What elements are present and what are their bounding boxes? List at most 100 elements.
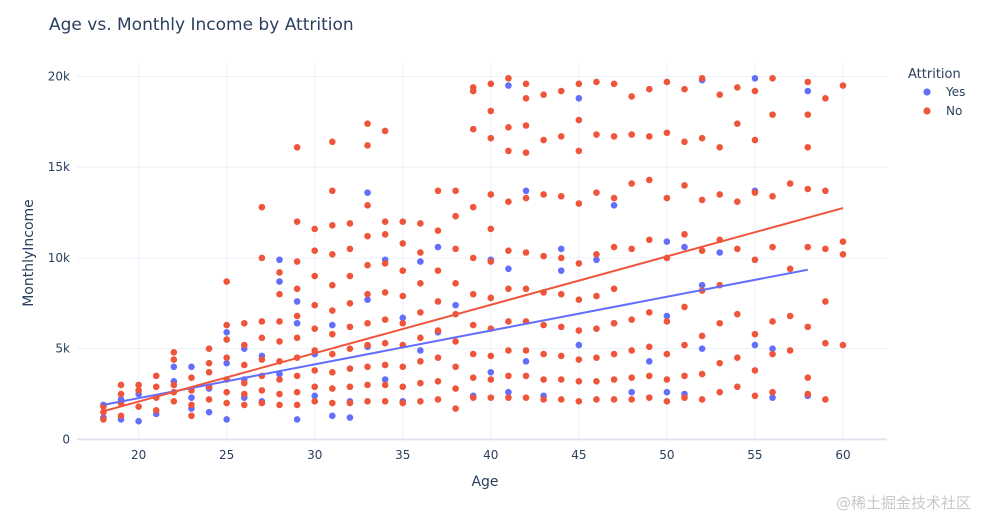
point-no[interactable] [645,176,653,184]
point-no[interactable] [346,300,354,307]
point-no[interactable] [645,372,653,380]
point-no[interactable] [152,383,160,391]
point-no[interactable] [417,220,424,227]
point-no[interactable] [170,381,178,389]
point-no[interactable] [698,396,706,403]
point-no[interactable] [329,281,336,289]
point-no[interactable] [188,412,195,420]
point-no[interactable] [610,350,618,358]
point-no[interactable] [329,350,336,358]
point-no[interactable] [769,243,776,251]
point-no[interactable] [364,232,371,240]
point-no[interactable] [540,376,547,383]
point-no[interactable] [205,396,213,403]
point-no[interactable] [769,75,776,82]
point-no[interactable] [734,383,741,391]
point-no[interactable] [329,368,336,376]
point-yes[interactable] [223,329,230,336]
point-no[interactable] [487,134,495,142]
point-no[interactable] [716,319,724,327]
point-no[interactable] [557,133,565,140]
point-no[interactable] [223,321,230,329]
point-no[interactable] [276,290,283,298]
point-no[interactable] [751,330,759,338]
point-no[interactable] [645,394,653,401]
point-no[interactable] [346,399,354,407]
point-no[interactable] [381,289,389,296]
point-no[interactable] [645,309,653,316]
point-no[interactable] [469,321,477,329]
point-no[interactable] [575,378,583,385]
point-no[interactable] [698,332,706,340]
point-no[interactable] [769,111,776,118]
point-no[interactable] [452,405,459,412]
point-yes[interactable] [364,189,371,196]
point-yes[interactable] [417,347,424,354]
point-no[interactable] [100,416,107,423]
point-no[interactable] [329,385,336,392]
point-no[interactable] [329,221,336,229]
point-no[interactable] [417,379,424,387]
point-no[interactable] [822,339,829,347]
point-yes[interactable] [293,298,301,305]
point-no[interactable] [698,134,706,142]
point-no[interactable] [681,341,688,349]
point-no[interactable] [786,347,794,354]
point-yes[interactable] [522,187,530,195]
point-no[interactable] [417,397,424,405]
point-no[interactable] [822,298,829,305]
point-no[interactable] [170,348,178,356]
point-no[interactable] [293,312,301,320]
point-no[interactable] [593,396,600,403]
point-no[interactable] [522,94,530,102]
point-no[interactable] [381,127,389,135]
point-no[interactable] [593,292,600,300]
point-no[interactable] [505,347,512,354]
point-no[interactable] [117,412,125,420]
point-no[interactable] [487,258,495,265]
point-no[interactable] [734,245,741,253]
point-no[interactable] [434,327,442,334]
point-no[interactable] [434,187,442,195]
point-no[interactable] [575,356,583,363]
point-no[interactable] [399,399,407,407]
point-no[interactable] [469,125,477,133]
point-no[interactable] [311,301,319,309]
point-yes[interactable] [505,265,512,273]
point-no[interactable] [381,260,389,267]
point-no[interactable] [452,338,459,345]
point-yes[interactable] [205,408,213,416]
point-no[interactable] [575,296,583,303]
point-no[interactable] [663,194,671,202]
point-no[interactable] [258,318,266,325]
point-no[interactable] [663,78,671,86]
point-no[interactable] [346,345,354,352]
point-no[interactable] [434,267,442,274]
point-no[interactable] [452,385,459,392]
point-no[interactable] [505,372,512,380]
point-no[interactable] [293,372,301,380]
point-no[interactable] [575,397,583,405]
point-yes[interactable] [434,243,442,251]
point-yes[interactable] [399,314,407,322]
point-no[interactable] [487,294,495,302]
point-no[interactable] [575,116,583,124]
point-no[interactable] [364,363,371,371]
point-no[interactable] [293,285,301,293]
point-yes[interactable] [188,363,195,371]
point-no[interactable] [293,334,301,342]
point-no[interactable] [575,147,583,155]
point-no[interactable] [505,147,512,155]
point-no[interactable] [628,347,635,354]
point-no[interactable] [734,198,741,205]
point-no[interactable] [364,381,371,389]
point-no[interactable] [293,388,301,396]
point-no[interactable] [135,403,142,411]
point-no[interactable] [452,245,459,253]
point-no[interactable] [346,272,354,280]
point-no[interactable] [434,298,442,305]
point-no[interactable] [804,111,812,118]
point-no[interactable] [681,394,688,401]
point-yes[interactable] [698,281,706,289]
point-yes[interactable] [557,267,565,274]
